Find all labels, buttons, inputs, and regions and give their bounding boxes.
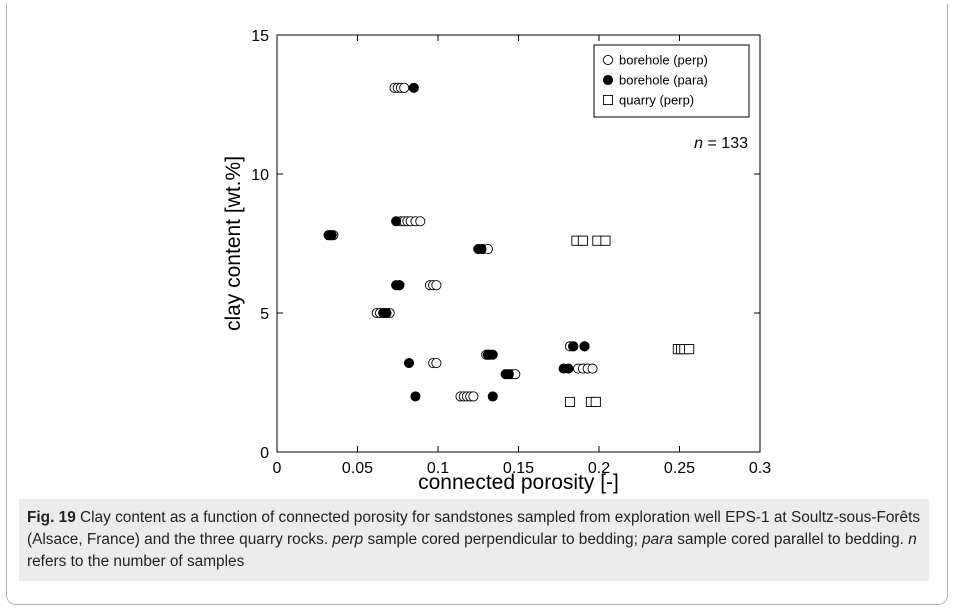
- caption-segment: refers to the number of samples: [27, 553, 245, 570]
- x-tick-label: 0.1: [427, 460, 449, 477]
- data-point-open-square: [600, 235, 611, 246]
- data-point-filled-circle: [391, 216, 402, 227]
- data-point-filled-circle: [381, 307, 392, 319]
- y-tick-label: 5: [260, 306, 269, 323]
- x-tick-label: 0.3: [749, 460, 771, 477]
- caption-italic-term: n: [908, 531, 917, 548]
- figure-caption: Fig. 19 Clay content as a function of co…: [19, 499, 929, 581]
- y-tick-label: 15: [251, 28, 269, 45]
- legend-marker-open-circle: [602, 54, 614, 66]
- data-point-open-square: [590, 396, 601, 408]
- caption-italic-term: perp: [332, 531, 364, 548]
- legend-label: quarry (perp): [619, 93, 694, 108]
- data-point-filled-circle: [503, 369, 514, 380]
- x-tick-label: 0.25: [664, 460, 695, 477]
- data-point-open-circle: [431, 280, 442, 291]
- x-tick-label: 0.15: [503, 460, 534, 477]
- data-point-open-circle: [431, 357, 442, 369]
- data-point-open-square: [564, 396, 576, 408]
- caption-segment: sample cored perpendicular to bedding;: [363, 531, 643, 548]
- data-point-open-square: [577, 235, 588, 246]
- x-tick-label: 0: [273, 460, 282, 477]
- data-point-open-square: [684, 344, 695, 355]
- data-point-filled-circle: [403, 357, 415, 369]
- data-point-filled-circle: [563, 363, 574, 374]
- caption-label: Fig. 19: [27, 509, 76, 526]
- data-point-filled-circle: [326, 230, 337, 241]
- caption-segment: sample cored parallel to bedding.: [672, 531, 909, 548]
- legend-box: [593, 44, 750, 118]
- figure-frame: [6, 4, 948, 605]
- data-point-filled-circle: [487, 349, 498, 360]
- data-point-filled-circle: [408, 82, 419, 93]
- data-point-filled-circle: [410, 391, 421, 402]
- data-point-filled-circle: [476, 244, 487, 255]
- y-tick-label: 0: [260, 445, 269, 462]
- data-point-open-circle: [468, 391, 479, 402]
- data-point-filled-circle: [487, 391, 498, 402]
- x-axis-label: connected porosity [-]: [418, 471, 619, 494]
- legend-label: borehole (perp): [619, 53, 708, 68]
- caption-italic-term: para: [642, 531, 673, 548]
- legend-marker-open-square: [602, 94, 614, 106]
- scatter-plot: 0 0.05 0.1 0.15 0.2 0.25 0.3 0 5 10 15 connected po…: [222, 28, 771, 494]
- data-point-open-circle: [587, 363, 598, 374]
- data-point-open-circle: [415, 216, 426, 227]
- sample-count-annotation: n = 133: [694, 135, 748, 152]
- legend-marker-filled-circle: [602, 74, 614, 86]
- caption-segment: Clay content as a function of connected …: [27, 509, 921, 548]
- y-tick-label: 10: [251, 167, 269, 184]
- caption-text: Clay content as a function of connected …: [27, 509, 920, 570]
- data-point-filled-circle: [568, 341, 579, 352]
- x-tick-label: 0.2: [588, 460, 610, 477]
- data-point-open-circle: [399, 82, 410, 93]
- legend-label: borehole (para): [619, 73, 708, 88]
- y-axis-label: clay content [wt.%]: [222, 156, 245, 331]
- data-point-filled-circle: [394, 280, 405, 291]
- data-point-filled-circle: [579, 341, 590, 352]
- x-tick-label: 0.05: [342, 460, 373, 477]
